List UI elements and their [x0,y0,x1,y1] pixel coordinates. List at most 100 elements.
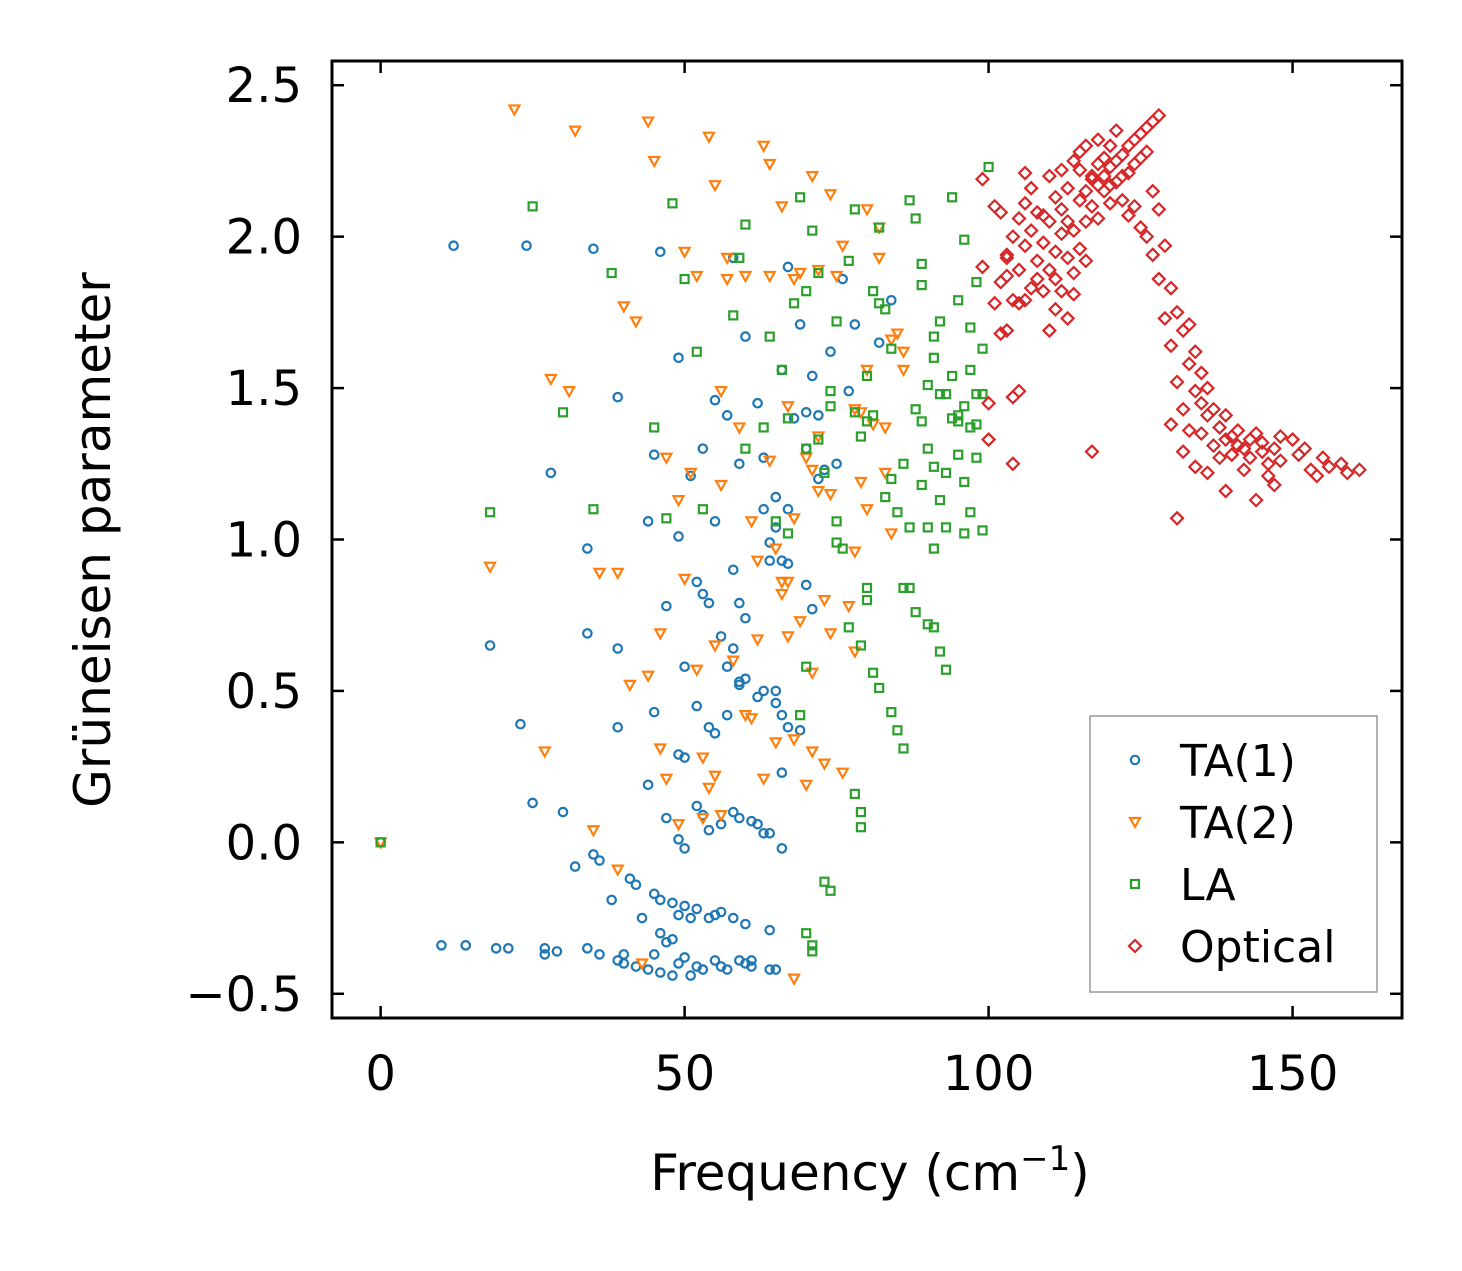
data-point [947,192,958,203]
data-point [1017,165,1033,181]
data-point [1248,492,1264,508]
data-point [1187,383,1203,399]
legend-marker [1129,754,1141,766]
data-point [916,479,927,491]
data-point [928,622,939,633]
data-point [904,195,915,206]
y-axis-label: Grüneisen parameter [64,272,122,808]
data-point [805,170,820,184]
data-point [606,267,617,279]
data-point [1108,153,1124,169]
data-point [762,455,777,469]
data-point [695,813,710,826]
data-point [861,594,873,606]
data-point [740,612,751,624]
data-point [606,894,617,906]
data-point [1066,223,1082,239]
data-point [689,270,704,284]
data-point [1029,271,1045,287]
data-point [977,389,988,400]
data-point [835,240,850,254]
data-point [1017,292,1033,308]
data-point [734,252,745,263]
data-point [562,386,576,399]
data-point [801,661,812,672]
data-point [878,467,893,481]
x-tick-label: 150 [1247,1046,1339,1102]
data-point [898,743,909,754]
data-point [762,158,777,172]
data-point [770,491,782,503]
data-point [874,222,885,233]
legend-label: TA(2) [1179,798,1296,849]
data-point [1023,180,1039,196]
data-point [537,746,552,759]
data-point [697,588,709,600]
data-point [702,131,716,144]
data-point [1157,238,1173,254]
data-point [1212,419,1228,436]
data-point [1047,271,1064,287]
data-point [1199,380,1216,396]
data-point [1041,262,1057,278]
data-point [1084,168,1100,184]
data-point [642,779,654,791]
data-point [896,364,911,378]
data-point [557,806,569,818]
legend-marker [1127,938,1143,954]
data-point [977,525,988,536]
data-point [872,252,887,266]
x-tick-label: 50 [654,1046,715,1102]
data-point [667,897,678,909]
data-point [770,697,782,709]
data-point [1114,192,1130,208]
data-point [1242,450,1258,466]
data-point [781,401,795,414]
data-point [727,643,739,654]
data-point [807,940,818,951]
data-point [1078,138,1094,154]
data-point [910,213,921,224]
data-point [708,180,722,193]
data-point [896,346,911,359]
data-point [860,204,874,217]
data-point [849,204,860,215]
data-marks [373,104,1367,986]
data-point [744,516,759,529]
data-point [1096,168,1112,184]
data-point [715,906,727,918]
data-point [794,724,806,736]
data-point [793,616,807,629]
data-point [782,261,794,273]
data-point [910,404,921,415]
data-point [867,286,879,297]
legend-entry: Optical [1127,922,1335,973]
data-point [805,746,820,759]
data-point [750,634,765,647]
data-point [661,600,672,612]
data-point [886,343,897,354]
data-point [726,655,741,668]
data-point [1114,168,1130,184]
data-point [886,294,897,306]
data-point [1011,383,1027,399]
data-point [375,837,386,848]
data-point [756,773,771,787]
data-point [934,316,946,327]
data-point [1199,407,1216,423]
data-point [740,331,751,342]
y-tick-label: 1.0 [226,513,302,569]
data-point [654,894,666,906]
legend-label: TA(1) [1179,736,1296,787]
data-point [527,797,538,809]
data-point [1133,220,1149,236]
data-point [843,622,854,633]
data-point [993,204,1009,220]
data-point [721,410,733,421]
data-point [648,949,660,960]
data-point [775,201,789,214]
data-point [860,364,874,378]
data-point [999,268,1015,284]
data-point [847,546,862,559]
data-point [799,452,814,465]
